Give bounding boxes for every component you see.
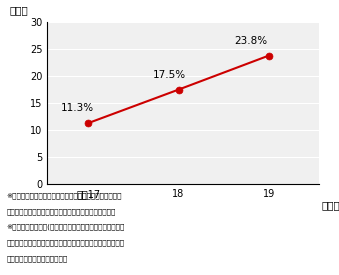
Text: 化している団体（オンライン実施団体）に係る年間総手: 化している団体（オンライン実施団体）に係る年間総手 xyxy=(7,240,125,246)
Text: ※　年間総手続件数(推計）は、当該手続を既にオンライン: ※ 年間総手続件数(推計）は、当該手続を既にオンライン xyxy=(7,224,125,230)
Text: いて、オンライン利用促進対象手続に選定した手続: いて、オンライン利用促進対象手続に選定した手続 xyxy=(7,208,116,215)
Text: 11.3%: 11.3% xyxy=(61,103,94,113)
Text: ※　対象手続は、電子自治体オンライン利用促進指針にお: ※ 対象手続は、電子自治体オンライン利用促進指針にお xyxy=(7,192,122,199)
Text: （％）: （％） xyxy=(9,6,28,15)
Text: 23.8%: 23.8% xyxy=(235,36,268,46)
Text: 続件数を基に推計した数値: 続件数を基に推計した数値 xyxy=(7,255,68,262)
Text: 17.5%: 17.5% xyxy=(153,70,186,80)
Text: （年度）: （年度） xyxy=(321,200,339,210)
